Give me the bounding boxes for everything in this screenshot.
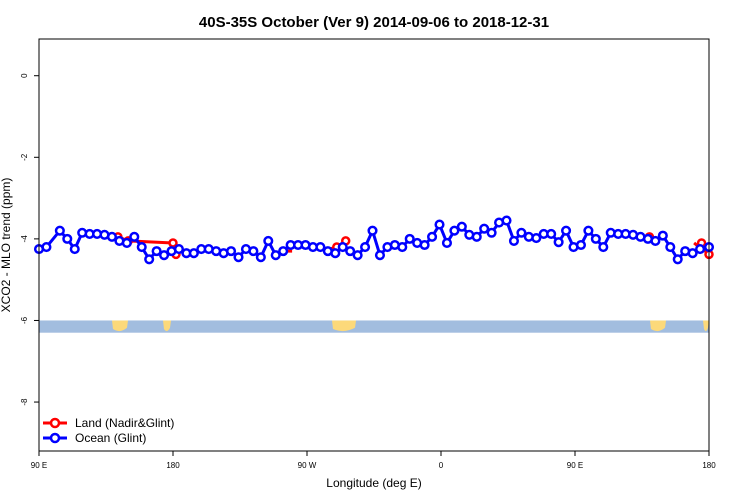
ocean-point: [360, 241, 371, 253]
ocean-point: [374, 250, 386, 261]
y-tick-label: 0: [20, 73, 29, 78]
land-new-zealand: [112, 320, 128, 332]
ocean-point: [226, 246, 237, 257]
ocean-point: [136, 241, 147, 253]
legend-swatch-marker: [49, 432, 61, 444]
ocean-point: [672, 254, 683, 265]
ocean-point: [546, 228, 557, 240]
ocean-point: [188, 248, 199, 259]
land-ocean-band: [39, 320, 709, 333]
land-south-america: [332, 320, 356, 332]
ocean-point: [575, 239, 587, 251]
ocean-point: [441, 237, 453, 249]
y-tick-label: -8: [20, 398, 29, 406]
ocean-point: [255, 252, 266, 263]
ocean-point: [315, 241, 326, 253]
legend: Land (Nadir&Glint)Ocean (Glint): [43, 416, 174, 445]
ocean-point: [561, 225, 572, 236]
ocean-point: [233, 252, 244, 263]
x-tick-label: 180: [702, 461, 716, 470]
ocean-point: [456, 221, 467, 232]
land-new-zealand-2: [650, 320, 666, 332]
ocean-point: [159, 250, 170, 261]
x-tick-label: 90 E: [567, 461, 583, 470]
ocean-point: [352, 250, 363, 261]
ocean-point: [62, 233, 73, 244]
land-islands: [163, 320, 171, 332]
ocean-point: [121, 237, 132, 249]
ocean-point: [129, 231, 140, 242]
legend-swatch-marker: [49, 417, 61, 429]
ocean-point: [531, 233, 542, 244]
x-tick-label: 180: [166, 461, 180, 470]
y-axis-label: XCO2 - MLO trend (ppm): [0, 178, 13, 313]
ocean-point: [248, 246, 259, 257]
ocean-band: [39, 320, 709, 333]
ocean-point: [449, 225, 460, 236]
ocean-point: [516, 227, 527, 238]
ocean-point: [173, 244, 185, 255]
ocean-point: [553, 237, 564, 248]
y-tick-label: -2: [20, 153, 29, 161]
ocean-point: [695, 244, 706, 255]
ocean-point: [337, 241, 348, 253]
ocean-point: [657, 230, 668, 241]
land-point: [168, 238, 178, 248]
x-axis-label: Longitude (deg E): [326, 476, 421, 490]
ocean-point: [583, 225, 594, 236]
ocean-point: [419, 239, 430, 251]
legend-label: Land (Nadir&Glint): [75, 416, 174, 430]
chart-title: 40S-35S October (Ver 9) 2014-09-06 to 20…: [199, 14, 549, 31]
ocean-point: [486, 227, 497, 238]
land-islands-2: [703, 320, 709, 332]
x-axis: 90 E 180 90 W 0 90 E 180: [31, 451, 716, 470]
ocean-point: [330, 248, 341, 259]
ocean-point: [263, 235, 274, 246]
ocean-point: [598, 241, 609, 253]
ocean-point: [41, 241, 52, 253]
y-tick-label: -6: [20, 316, 29, 324]
ocean-point: [508, 235, 520, 246]
ocean-point: [270, 250, 281, 261]
ocean-point: [106, 231, 118, 242]
ocean-point: [367, 225, 378, 236]
x-tick-label: 90 E: [31, 461, 47, 470]
y-axis: 0 -2 -4 -6 -8: [20, 73, 39, 406]
ocean-point: [590, 233, 601, 244]
ocean-point: [434, 219, 445, 230]
x-tick-label: 0: [439, 461, 444, 470]
y-tick-label: -4: [20, 235, 29, 243]
ocean-point: [665, 241, 676, 253]
ocean-point: [397, 241, 408, 253]
ocean-point: [69, 244, 80, 255]
ocean-point: [278, 246, 289, 257]
plot-frame: [38, 38, 710, 452]
legend-label: Ocean (Glint): [75, 431, 146, 445]
ocean-point: [151, 246, 162, 257]
x-tick-label: 90 W: [298, 461, 317, 470]
ocean-point: [404, 233, 415, 244]
ocean-point: [687, 248, 698, 259]
ocean-point: [501, 215, 512, 226]
ocean-point: [144, 254, 155, 265]
ocean-point: [345, 246, 356, 257]
ocean-point: [650, 235, 661, 246]
series-group: [33, 215, 715, 265]
ocean-point: [471, 231, 482, 242]
ocean-point: [479, 223, 490, 234]
ocean-point: [427, 231, 438, 242]
ocean-point: [54, 225, 65, 236]
